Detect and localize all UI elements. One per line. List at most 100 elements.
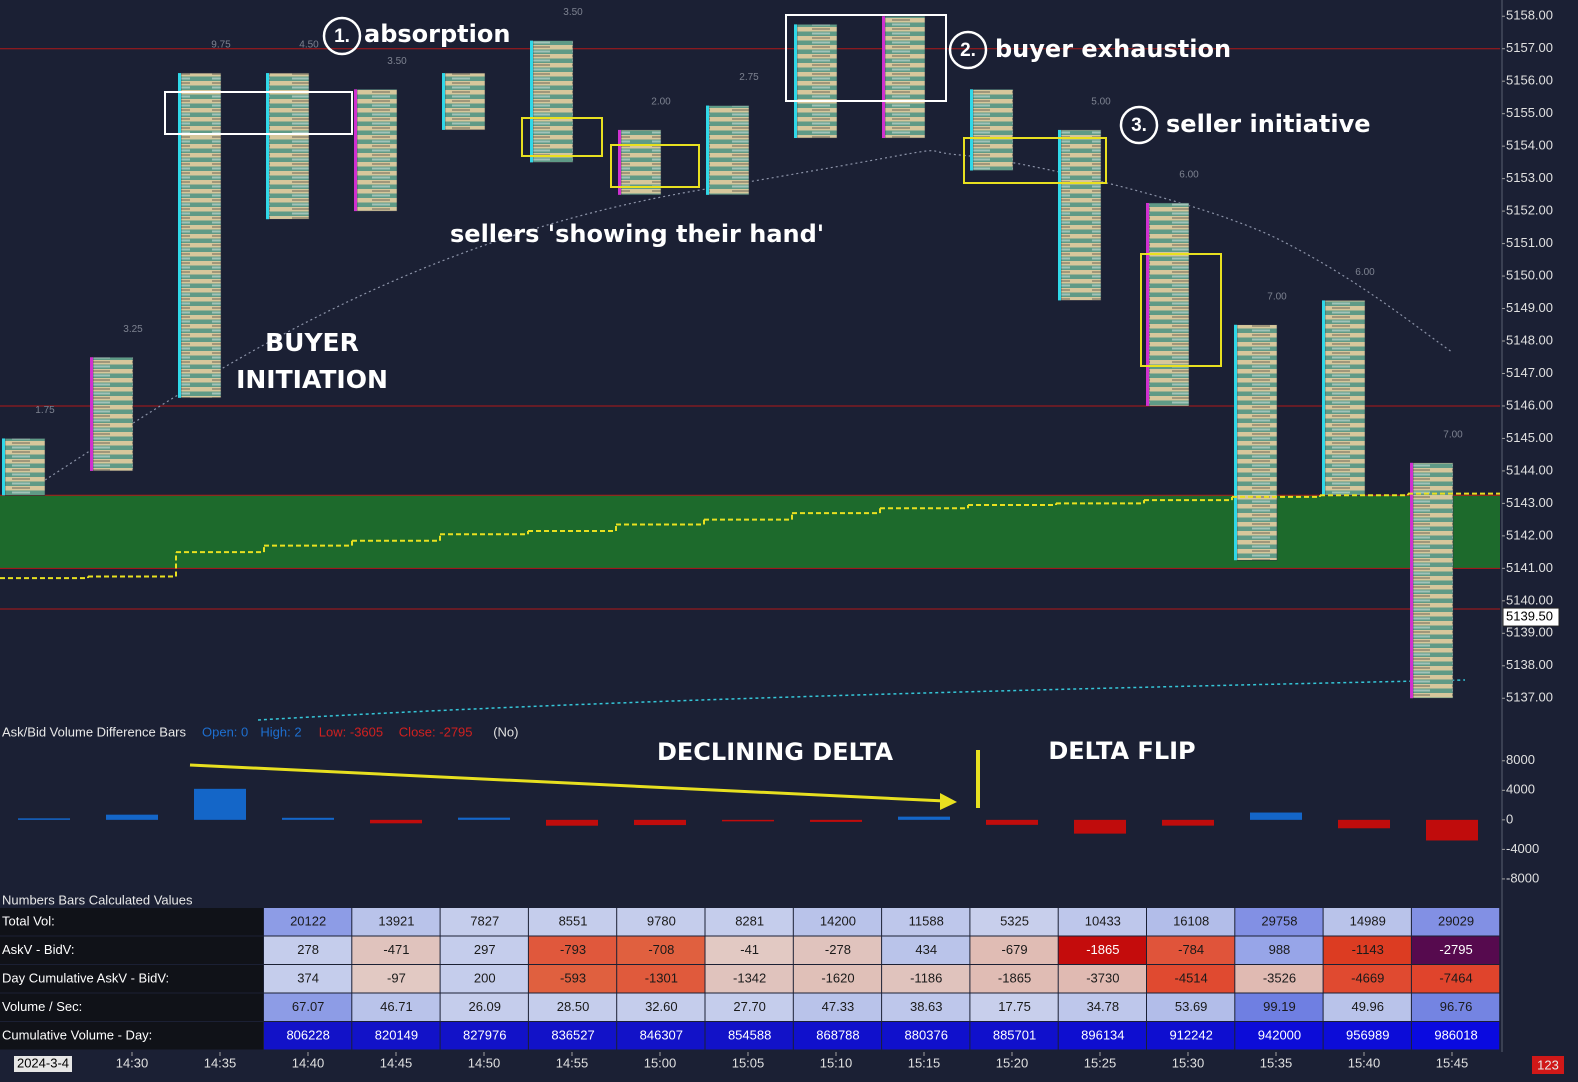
cell-value: 14200 [820, 914, 856, 929]
table-cell [1411, 965, 1500, 993]
table-cell [440, 908, 528, 936]
table-cell [352, 936, 440, 964]
stat-label: Open: 0 [202, 724, 248, 739]
cell-value: -1342 [733, 971, 766, 986]
cell-value: 32.60 [645, 999, 678, 1014]
cell-value: -97 [387, 971, 406, 986]
row-label-cell [0, 908, 263, 936]
table-cell [1235, 993, 1323, 1021]
last-price-box [1502, 607, 1560, 627]
x-tick-label: 14:55 [556, 1055, 589, 1070]
table-cell [882, 1022, 970, 1050]
y-tick-label: 5142.00 [1506, 527, 1553, 542]
y-tick-label: 5138.00 [1506, 657, 1553, 672]
cell-value: -4514 [1175, 971, 1208, 986]
cell-value: 278 [297, 942, 319, 957]
delta-bar [722, 819, 774, 822]
annotation-number: 1. [334, 26, 350, 47]
table-cell [617, 993, 705, 1021]
x-tick-label: 15:25 [1084, 1055, 1117, 1070]
table-cell [882, 908, 970, 936]
delta-bar [194, 788, 246, 820]
cell-value: 200 [474, 971, 496, 986]
range-label: 3.00 [827, 0, 847, 2]
last-price-label: 5139.50 [1506, 609, 1553, 624]
y-tick-label: 5146.00 [1506, 397, 1553, 412]
x-tick-label: 14:35 [204, 1055, 237, 1070]
stat-label: Low: -3605 [319, 724, 383, 739]
table-cell [440, 993, 528, 1021]
table-cell [617, 965, 705, 993]
table-cell [705, 993, 793, 1021]
column-edge [178, 73, 181, 398]
highlight-box [610, 144, 700, 188]
annotation: absorption [364, 20, 510, 48]
row-label-cell [0, 1022, 263, 1050]
column-edge [882, 16, 885, 139]
annotation: DELTA FLIP [1048, 737, 1195, 765]
table-cell [264, 1022, 352, 1050]
table-cell [1058, 965, 1146, 993]
stat-label: High: 2 [260, 724, 301, 739]
vwap-curve [44, 150, 1453, 481]
cell-value: 912242 [1169, 1028, 1212, 1043]
range-label: 3.50 [563, 7, 583, 18]
table-cell [882, 965, 970, 993]
cell-value: 53.69 [1175, 999, 1208, 1014]
arrow-head [940, 793, 957, 810]
annotation-circle [948, 30, 988, 70]
table-cell [882, 993, 970, 1021]
highlight-box [963, 137, 1107, 184]
table-cell [1323, 993, 1411, 1021]
delta-bar [18, 818, 70, 820]
table-cell [352, 1022, 440, 1050]
cell-value: -679 [1002, 942, 1028, 957]
y-tick-label: 0 [1506, 811, 1513, 826]
annotation: DECLINING DELTA [657, 738, 893, 766]
stat-label: (No) [493, 724, 518, 739]
range-label: 2.00 [651, 97, 671, 108]
range-label: 1.75 [35, 405, 55, 416]
cell-value: 854588 [728, 1028, 771, 1043]
table-cell [1235, 1022, 1323, 1050]
x-tick-label: 15:05 [732, 1055, 765, 1070]
x-tick-label: 15:00 [644, 1055, 677, 1070]
y-tick-label: 4000 [1506, 782, 1535, 797]
x-tick-label: 15:45 [1436, 1055, 1469, 1070]
x-tick-label: 14:30 [116, 1055, 149, 1070]
table-cell [440, 965, 528, 993]
x-tick-label: 15:10 [820, 1055, 853, 1070]
delta-bar [1074, 819, 1126, 834]
x-tick-label: 14:50 [468, 1055, 501, 1070]
cell-value: -1301 [645, 971, 678, 986]
y-tick-label: 5139.00 [1506, 625, 1553, 640]
y-tick-label: 5156.00 [1506, 73, 1553, 88]
cell-value: -1865 [1086, 942, 1119, 957]
range-label: 5.00 [1091, 97, 1111, 108]
y-tick-label: 5149.00 [1506, 300, 1553, 315]
y-tick-label: -4000 [1506, 841, 1539, 856]
table-cell [1323, 965, 1411, 993]
cell-value: 868788 [816, 1028, 859, 1043]
footprint-column [884, 15, 926, 139]
table-cell [1058, 993, 1146, 1021]
footprint-column [1060, 129, 1102, 301]
table-cell [882, 936, 970, 964]
table-cell [793, 965, 882, 993]
table-cell [1147, 965, 1235, 993]
footprint-column [796, 24, 838, 139]
annotation-circle [322, 16, 362, 56]
table-cell [528, 965, 617, 993]
cell-value: -3730 [1086, 971, 1119, 986]
table-cell [1411, 936, 1500, 964]
table-cell [793, 993, 882, 1021]
footprint-column [972, 89, 1014, 171]
cell-value: 13921 [378, 914, 414, 929]
table-cell [793, 908, 882, 936]
stat-label: Close: -2795 [399, 724, 473, 739]
y-tick-label: 5140.00 [1506, 592, 1553, 607]
cell-value: 885701 [993, 1028, 1036, 1043]
column-edge [354, 89, 357, 212]
panel-title: Ask/Bid Volume Difference Bars [2, 724, 187, 739]
